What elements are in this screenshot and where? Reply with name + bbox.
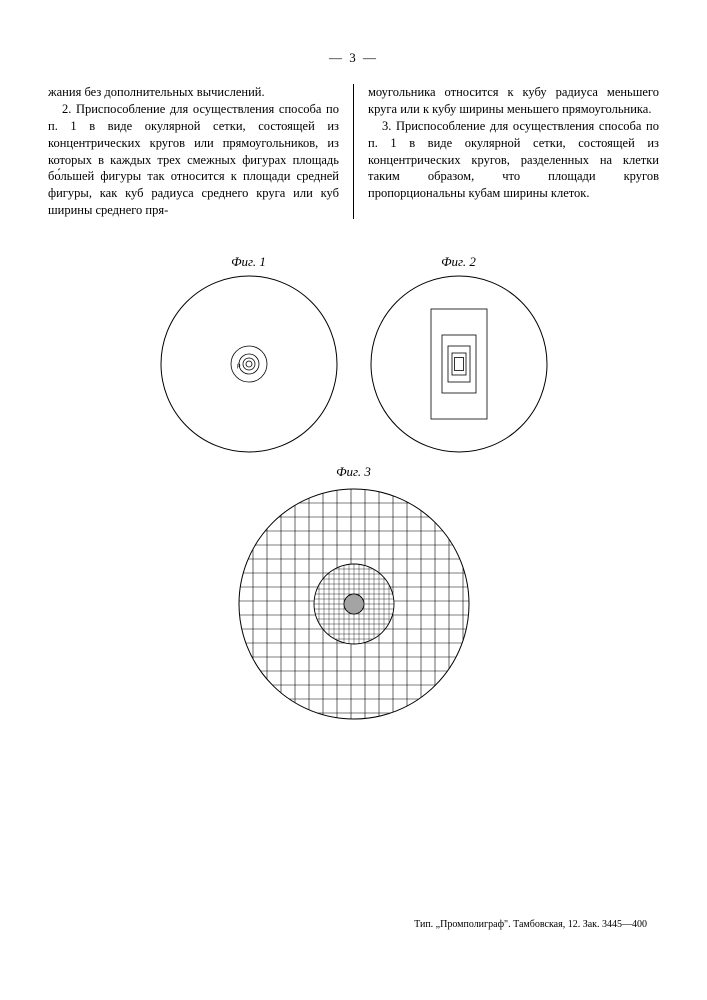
svg-text:ρ: ρ [237,361,241,369]
figure-3: Фиг. 3 [48,464,659,724]
left-column: жания без дополнительных вычислений. 2. … [48,84,339,219]
page-number: — 3 — [48,50,659,66]
figure-3-label: Фиг. 3 [48,464,659,480]
figure-1-label: Фиг. 1 [159,254,339,270]
figure-2: Фиг. 2 [369,254,549,454]
figure-2-svg [369,274,549,454]
print-footer: Тип. „Промполиграф". Тамбовская, 12. Зак… [414,919,647,930]
figure-3-svg [234,484,474,724]
figure-2-label: Фиг. 2 [369,254,549,270]
figure-1-svg: ρ [159,274,339,454]
text-columns: жания без дополнительных вычислений. 2. … [48,84,659,219]
right-column: моугольника относится к кубу радиуса мен… [368,84,659,219]
column-divider [353,84,354,219]
figure-1: Фиг. 1 ρ [159,254,339,454]
